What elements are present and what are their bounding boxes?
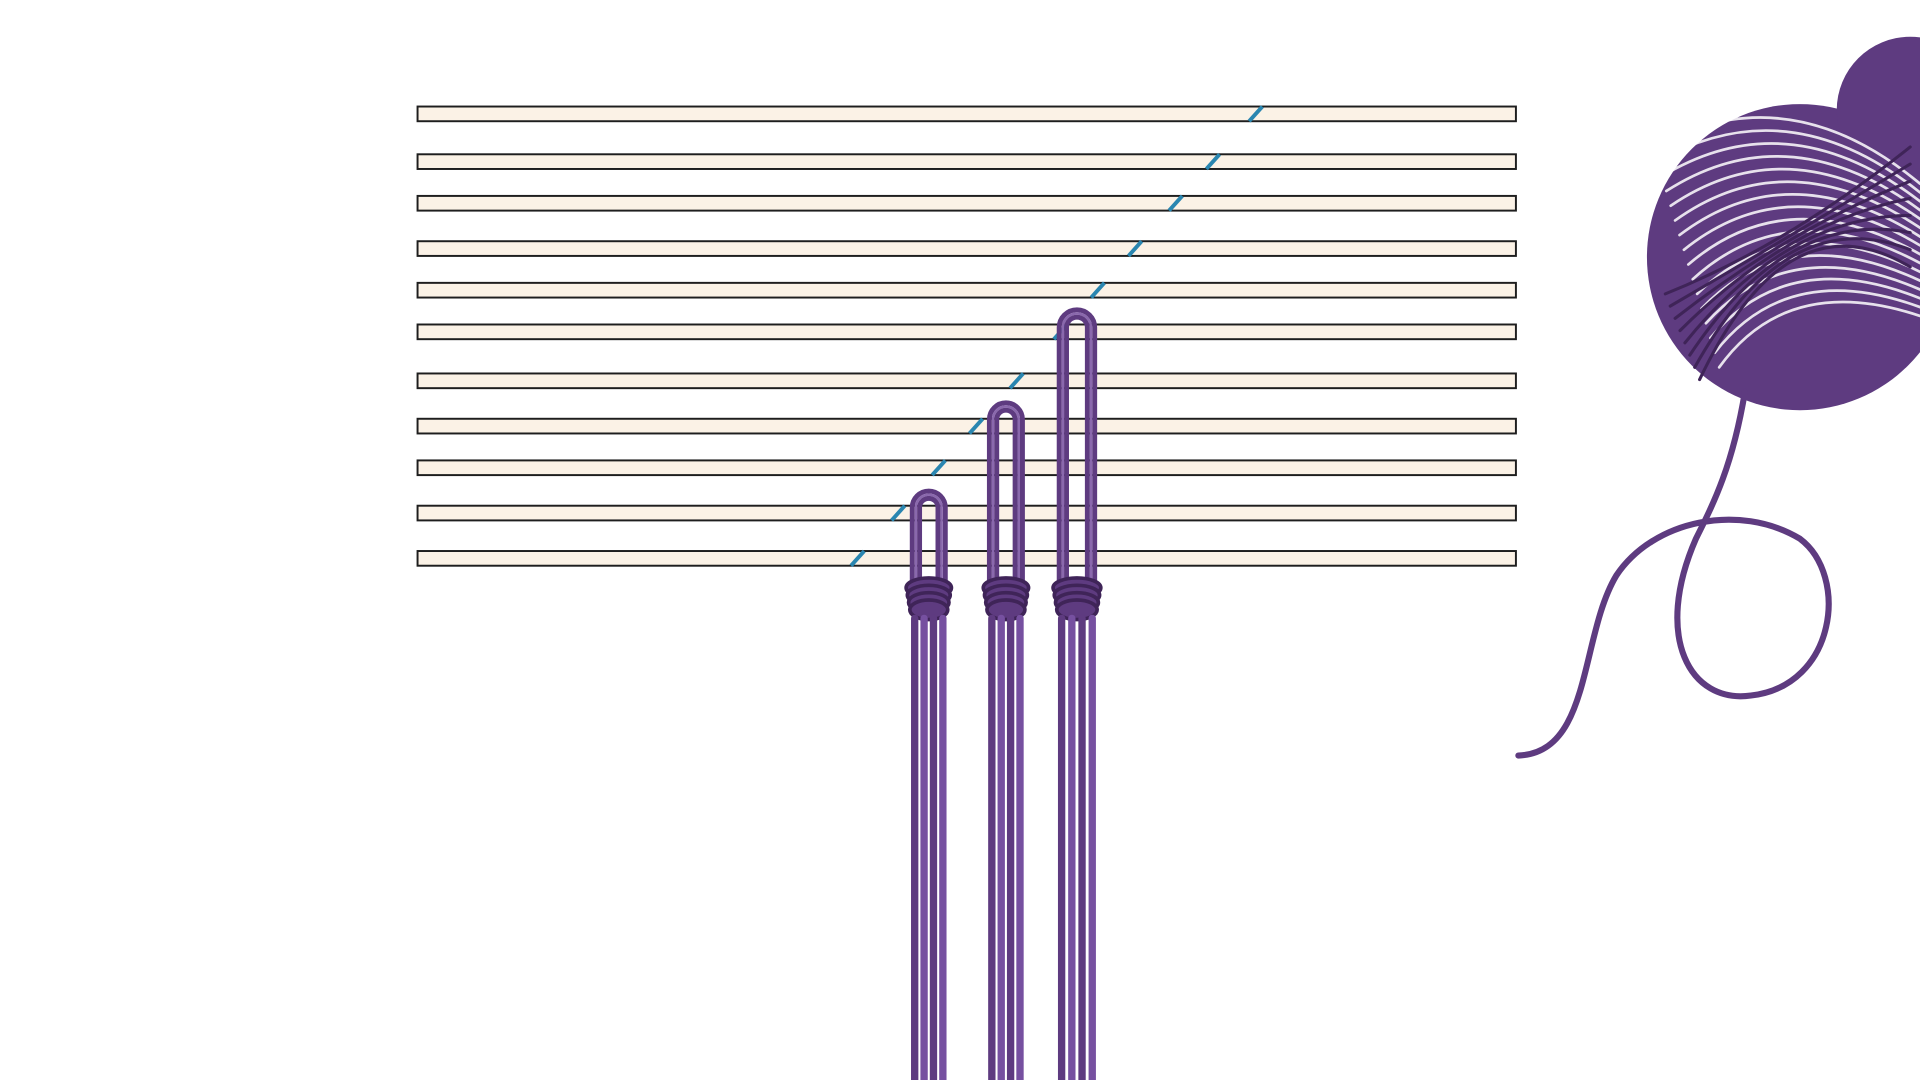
cord-loop: [994, 407, 1018, 615]
guide-line: [849, 549, 866, 568]
dowels: [416, 105, 1517, 568]
cord-loop: [986, 400, 1025, 615]
yarn-strand: [1693, 237, 1912, 369]
guide-line: [890, 504, 907, 522]
yarn-base: [1836, 36, 1920, 184]
yarn-strand: [1656, 129, 1920, 194]
dowel: [416, 240, 1517, 257]
guide-line: [1167, 194, 1184, 212]
dowel: [416, 417, 1517, 435]
guide-line: [1089, 281, 1106, 299]
dowel: [416, 281, 1517, 299]
yarn-strand: [1651, 116, 1920, 186]
dowel: [416, 459, 1517, 477]
cord-loop: [1056, 307, 1098, 615]
yarn-strand: [1669, 167, 1920, 221]
cord-loop: [917, 495, 941, 615]
yarn-strand: [1663, 145, 1912, 296]
yarn-strand: [1698, 244, 1912, 382]
cord-loop: [1061, 312, 1093, 614]
yarn-strand: [1668, 162, 1912, 308]
yarn-tail: [1515, 388, 1832, 759]
cord-loop: [1064, 314, 1090, 615]
yarn-strand: [1713, 289, 1920, 355]
cord-loop: [991, 405, 1020, 614]
dowel: [416, 550, 1517, 567]
yarn-strand: [1678, 196, 1912, 333]
dowel: [416, 504, 1517, 522]
cords: [904, 307, 1103, 1080]
guide-line: [1204, 152, 1222, 171]
dowel: [416, 105, 1517, 123]
yarn-ball: [1515, 36, 1920, 759]
guide-line: [1127, 239, 1144, 258]
cord-knot: [1054, 598, 1099, 622]
cord-knot: [907, 598, 950, 622]
yarn-strand: [1717, 300, 1920, 369]
yarn-strand: [1709, 277, 1920, 340]
guide-line: [968, 417, 985, 435]
yarn-strand: [1673, 180, 1920, 230]
cord-knot: [985, 598, 1027, 622]
guide-line: [1008, 372, 1025, 390]
guide-line: [1247, 105, 1264, 123]
cord-loop: [909, 488, 948, 615]
dowel: [416, 194, 1517, 212]
guide-line: [930, 459, 947, 477]
yarn-strand: [1688, 227, 1912, 357]
yarn-strand: [1683, 213, 1912, 345]
yarn-strand: [1686, 217, 1920, 266]
yarn-strand: [1682, 205, 1920, 252]
dowel: [416, 323, 1517, 341]
yarn-strand: [1704, 266, 1920, 325]
dowel: [416, 153, 1517, 170]
dowel: [416, 372, 1517, 390]
yarn-strand: [1673, 179, 1912, 320]
cord-loop: [914, 493, 943, 614]
yarn-strand: [1664, 154, 1920, 212]
